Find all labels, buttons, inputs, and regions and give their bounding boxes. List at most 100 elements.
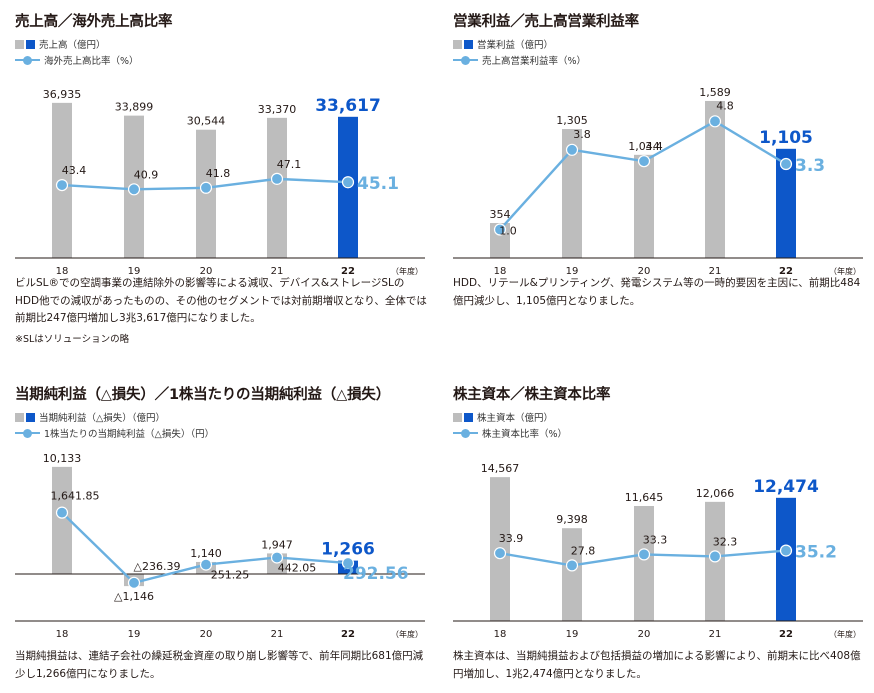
line-point-20: [637, 548, 651, 561]
x-tick-21: 21: [271, 266, 284, 277]
bar-20: [634, 154, 654, 258]
legend-line-icon: [15, 55, 40, 65]
bar-label-18: 354: [490, 208, 511, 221]
legend-bar: 営業利益（億円）: [453, 37, 553, 51]
bar-19: [562, 528, 582, 621]
line-point-18: [55, 506, 69, 519]
line-label-21: 4.8: [716, 99, 734, 112]
x-tick-22: 22: [341, 629, 355, 640]
bar-19: [562, 129, 582, 258]
x-tick-18: 18: [494, 266, 507, 277]
legend-line-label: 海外売上高比率（%）: [44, 56, 139, 67]
line-label-21: 442.05: [278, 561, 317, 574]
bar-label-18: 36,935: [43, 88, 82, 101]
x-tick-20: 20: [200, 266, 213, 277]
legend-line-icon: [15, 428, 40, 438]
x-tick-19: 19: [566, 266, 579, 277]
bar-18: [52, 466, 72, 574]
panel-title: 株主資本／株主資本比率: [453, 387, 611, 403]
bar-label-20: 1,140: [190, 547, 222, 560]
bar-22: [776, 148, 796, 258]
panel-description: 当期純損益は、連結子会社の繰延税金資産の取り崩し影響等で、前年同期比681億円減…: [15, 650, 424, 680]
line-label-19: 27.8: [571, 544, 596, 557]
legend-gray-swatch: [453, 412, 462, 422]
legend-gray-swatch: [453, 39, 462, 49]
legend-bar: 株主資本（億円）: [453, 410, 553, 424]
bar-label-22: 12,474: [753, 477, 819, 497]
legend-bar: 当期純利益（△損失）（億円）: [15, 410, 165, 424]
line-point-19: [565, 143, 579, 156]
legend-blue-swatch: [464, 412, 473, 422]
line-point-20: [637, 155, 651, 168]
line-label-20: 3.4: [645, 140, 663, 153]
bar-label-19: 1,305: [556, 114, 588, 127]
legend-blue-swatch: [464, 39, 473, 49]
line-point-20: [199, 558, 213, 571]
legend-line: 海外売上高比率（%）: [15, 53, 139, 67]
line-point-18: [493, 547, 507, 560]
line-label-22: 45.1: [357, 174, 399, 194]
bar-20: [634, 506, 654, 621]
x-tick-21: 21: [709, 266, 722, 277]
line-point-20: [199, 181, 213, 194]
line-point-18: [493, 223, 507, 236]
legend-bar-label: 当期純利益（△損失）（億円）: [39, 413, 166, 424]
x-tick-22: 22: [779, 629, 793, 640]
bar-label-21: 1,947: [261, 538, 293, 551]
line-point-18: [55, 178, 69, 192]
x-unit-label: （年度）: [829, 629, 861, 639]
x-unit-label: （年度）: [829, 266, 861, 276]
legend-bar-label: 売上高（億円）: [39, 40, 106, 51]
legend-line-label: 株主資本比率（%）: [482, 429, 568, 440]
legend-line: 1株当たりの当期純利益（△損失）（円）: [15, 426, 214, 440]
x-tick-20: 20: [638, 266, 651, 277]
bar-label-20: 30,544: [187, 115, 226, 128]
legend-bar-label: 株主資本（億円）: [477, 413, 554, 424]
bar-label-22: 1,105: [759, 128, 813, 148]
chart-net-income: 10,133 △1,146 1,140 1,947 1,266 1,641.85 △236.…: [15, 452, 425, 640]
x-tick-20: 20: [200, 629, 213, 640]
line-label-18: 33.9: [499, 532, 524, 545]
x-tick-19: 19: [128, 266, 141, 277]
panel-title: 売上高／海外売上高比率: [15, 14, 173, 30]
line-label-22: 35.2: [795, 543, 837, 563]
line-label-18: 1.0: [499, 225, 517, 238]
x-tick-20: 20: [638, 629, 651, 640]
line-label-18: 1,641.85: [51, 490, 100, 503]
bar-22: [776, 497, 796, 621]
line-label-20: 41.8: [206, 167, 231, 180]
bar-label-22: 1,266: [321, 540, 375, 560]
x-unit-label: （年度）: [391, 266, 423, 276]
bar-21: [267, 117, 287, 258]
x-unit-label: （年度）: [391, 629, 423, 639]
legend-bar: 売上高（億円）: [15, 37, 106, 51]
line-label-19: △236.39: [134, 560, 181, 573]
line-point-22: [341, 176, 355, 189]
x-tick-18: 18: [56, 629, 69, 640]
line-label-21: 47.1: [277, 158, 302, 171]
bar-label-20: 1,044: [628, 140, 660, 153]
x-tick-22: 22: [779, 266, 793, 277]
chart-operating-income: 354 1,305 1,044 1,589 1,105 1.0 3.8 3.4 4.8 3.3 18…: [453, 86, 863, 277]
x-tick-22: 22: [341, 266, 355, 277]
legend-blue-swatch: [26, 39, 35, 49]
panel-description: HDD、リテール&プリンティング、発電システム等の一時的要因を主因に、前期比48…: [453, 277, 861, 307]
line-point-21: [270, 172, 284, 185]
panel-title: 当期純利益（△損失）／1株当たりの当期純利益（△損失）: [15, 387, 390, 403]
bar-label-21: 12,066: [696, 487, 735, 500]
legend-line: 売上高営業利益率（%）: [453, 53, 586, 67]
line-point-22: [779, 544, 793, 557]
chart-sales: 36,935 33,899 30,544 33,370 33,617 43.4 40.9 41…: [15, 88, 425, 277]
legend-bar-label: 営業利益（億円）: [477, 40, 554, 51]
legend-blue-swatch: [26, 412, 35, 422]
line-point-21: [270, 551, 284, 564]
panel-note: ※SLはソリューションの略: [15, 334, 130, 345]
panel-title: 営業利益／売上高営業利益率: [453, 14, 639, 30]
legend-line-label: 1株当たりの当期純利益（△損失）（円）: [44, 429, 215, 440]
bar-label-18: 10,133: [43, 452, 82, 465]
bar-label-21: 33,370: [258, 103, 297, 116]
bar-label-18: 14,567: [481, 462, 520, 475]
line-point-21: [708, 115, 722, 128]
legend-gray-swatch: [15, 39, 24, 49]
line-label-18: 43.4: [62, 164, 87, 177]
